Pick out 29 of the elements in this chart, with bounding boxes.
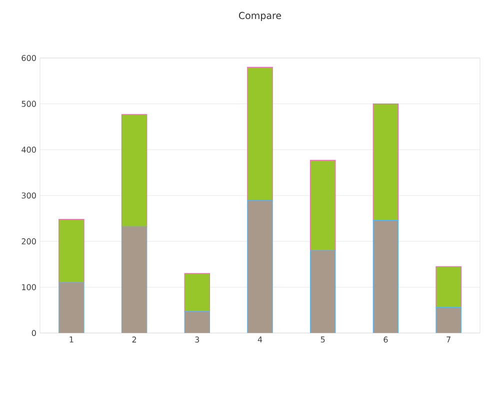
y-tick-label: 200 xyxy=(22,238,36,244)
bar xyxy=(310,250,336,333)
x-tick-label: 4 xyxy=(258,336,262,342)
x-tick-label: 7 xyxy=(446,336,450,342)
x-tick-label: 6 xyxy=(384,336,388,343)
y-tick-label: 300 xyxy=(22,192,36,199)
x-tick-label: 2 xyxy=(132,336,136,342)
bar xyxy=(372,104,399,221)
bar xyxy=(436,266,462,308)
x-tick-label: 1 xyxy=(70,336,74,342)
bar xyxy=(247,66,273,200)
x-tick-label: 5 xyxy=(320,336,325,342)
bar xyxy=(121,226,148,333)
bar xyxy=(372,220,399,333)
bar xyxy=(184,311,210,333)
bar xyxy=(436,307,462,333)
y-tick-label: 500 xyxy=(22,100,36,107)
chart-title: Compare xyxy=(238,12,282,21)
y-tick-label: 600 xyxy=(22,54,36,62)
bar xyxy=(310,160,336,251)
bar xyxy=(58,219,84,283)
bar xyxy=(184,273,210,312)
y-tick-label: 400 xyxy=(22,146,36,153)
bar xyxy=(247,200,273,333)
x-tick-label: 3 xyxy=(195,336,200,343)
y-tick-label: 0 xyxy=(32,330,36,336)
bar xyxy=(121,114,148,227)
bar xyxy=(58,282,84,333)
y-tick-label: 100 xyxy=(22,284,36,290)
